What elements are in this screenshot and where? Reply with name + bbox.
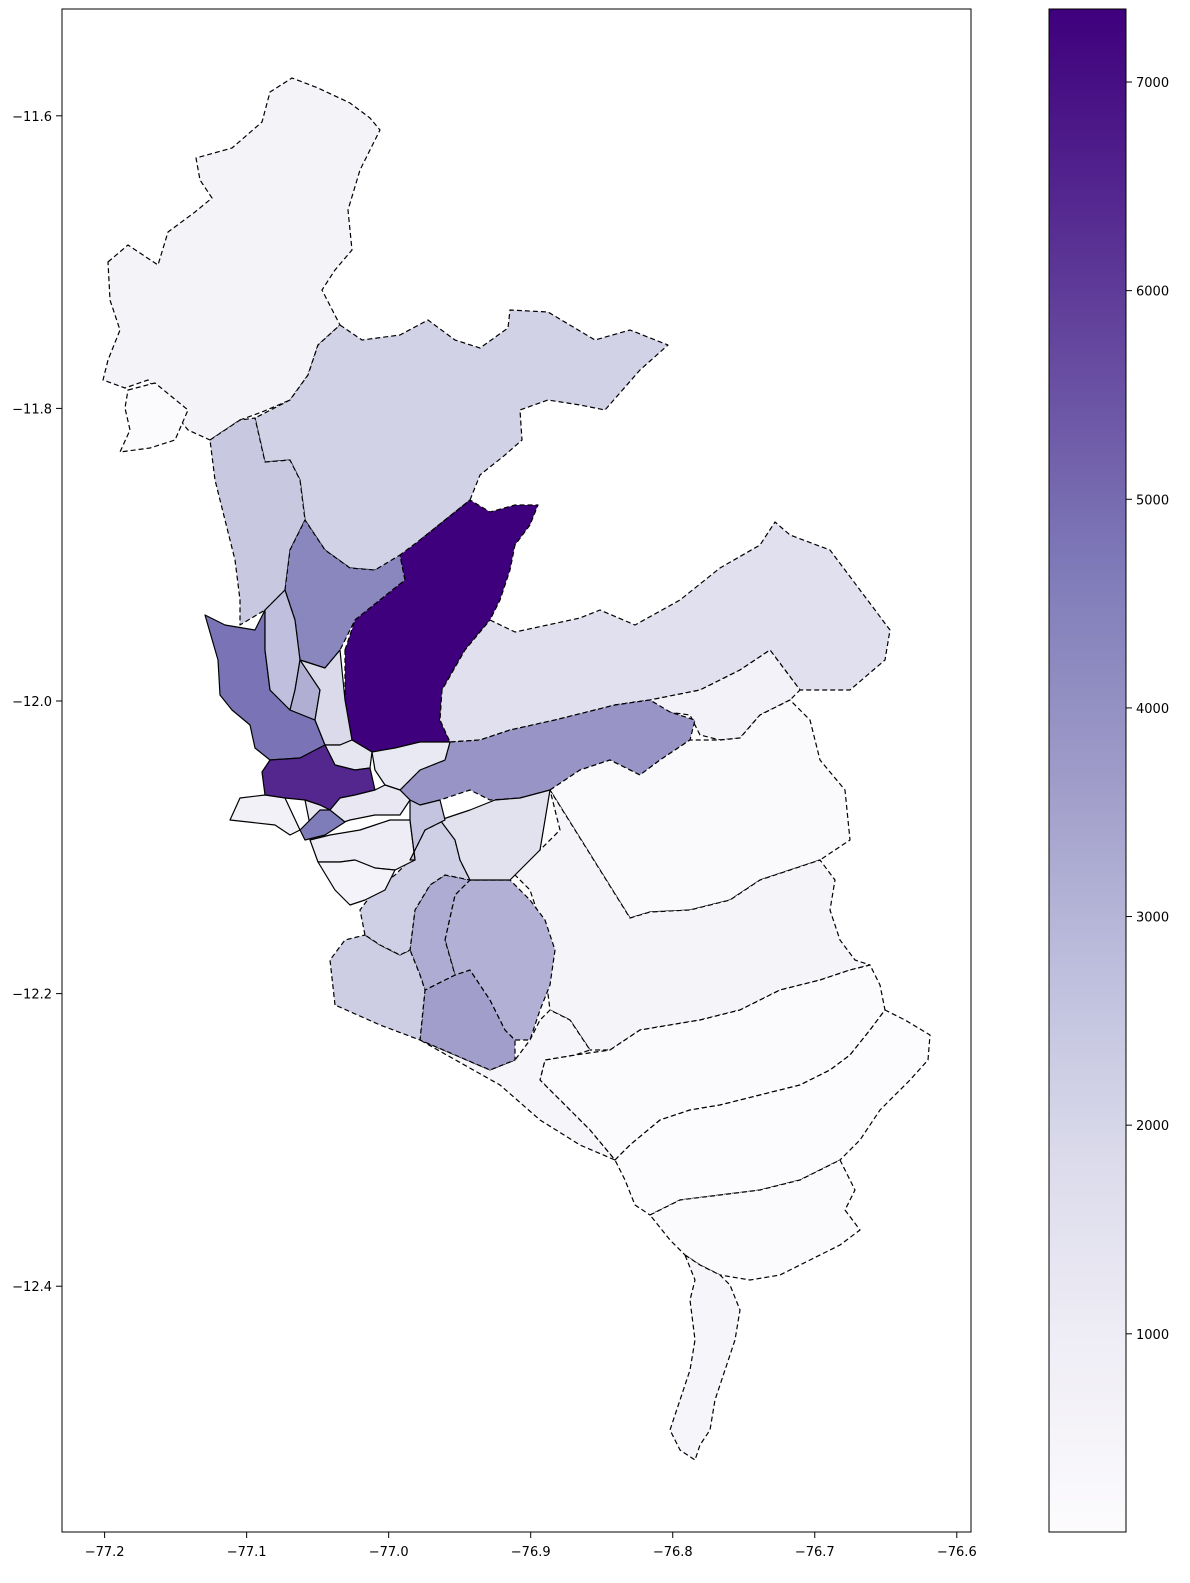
district-dark-central bbox=[344, 499, 539, 753]
colorbar-gradient bbox=[1048, 8, 1127, 1533]
colorbar-tick-label: 4000 bbox=[1136, 702, 1169, 717]
district-south-coast-west bbox=[419, 1009, 616, 1161]
district-west-strip bbox=[209, 417, 306, 626]
district-callao-coast bbox=[229, 794, 301, 836]
y-tick-label: −11.8 bbox=[12, 402, 52, 417]
district-ate-west bbox=[409, 799, 446, 861]
colorbar-tick-label: 7000 bbox=[1136, 76, 1169, 91]
y-tick-label: −12.4 bbox=[12, 1280, 52, 1295]
district-north-large bbox=[102, 77, 381, 441]
district-pachacamac-like bbox=[444, 879, 556, 1041]
colorbar-ticks: 1000 2000 3000 4000 5000 6000 7000 bbox=[1126, 76, 1169, 1343]
y-tick-label: −12.2 bbox=[12, 988, 52, 1003]
x-tick-label: −76.6 bbox=[937, 1545, 977, 1560]
district-south-coast-1 bbox=[539, 964, 886, 1161]
district-south-tip bbox=[669, 1254, 741, 1461]
map-axes-frame bbox=[61, 8, 972, 1533]
colorbar-tick-label: 5000 bbox=[1136, 493, 1169, 508]
district-southeast-big bbox=[509, 789, 871, 1051]
district-rimac-violet bbox=[299, 809, 346, 841]
y-tick-label: −11.6 bbox=[12, 110, 52, 125]
y-tick-label: −12.0 bbox=[12, 695, 52, 710]
district-sjl-small bbox=[371, 741, 451, 791]
x-tick-label: −77.1 bbox=[227, 1545, 267, 1560]
district-east-upper bbox=[614, 649, 801, 741]
colorbar-tick-label: 2000 bbox=[1136, 1119, 1169, 1134]
x-tick-label: −76.7 bbox=[795, 1545, 835, 1560]
colorbar-tick-label: 3000 bbox=[1136, 911, 1169, 926]
y-axis-ticks: −11.6 −11.8 −12.0 −12.2 −12.4 bbox=[12, 110, 62, 1295]
district-regions bbox=[102, 77, 931, 1461]
x-tick-label: −76.9 bbox=[511, 1545, 551, 1560]
district-la-molina-like bbox=[439, 789, 551, 881]
x-tick-label: −77.2 bbox=[85, 1545, 125, 1560]
x-tick-label: −76.8 bbox=[653, 1545, 693, 1560]
x-axis-ticks: −77.2 −77.1 −77.0 −76.9 −76.8 −76.7 −76.6 bbox=[85, 1532, 977, 1560]
colorbar-tick-label: 6000 bbox=[1136, 285, 1169, 300]
district-northwest-coast bbox=[119, 382, 189, 453]
colorbar-tick-label: 1000 bbox=[1136, 1328, 1169, 1343]
district-barranco-like bbox=[317, 859, 396, 906]
x-tick-label: −77.0 bbox=[369, 1545, 409, 1560]
